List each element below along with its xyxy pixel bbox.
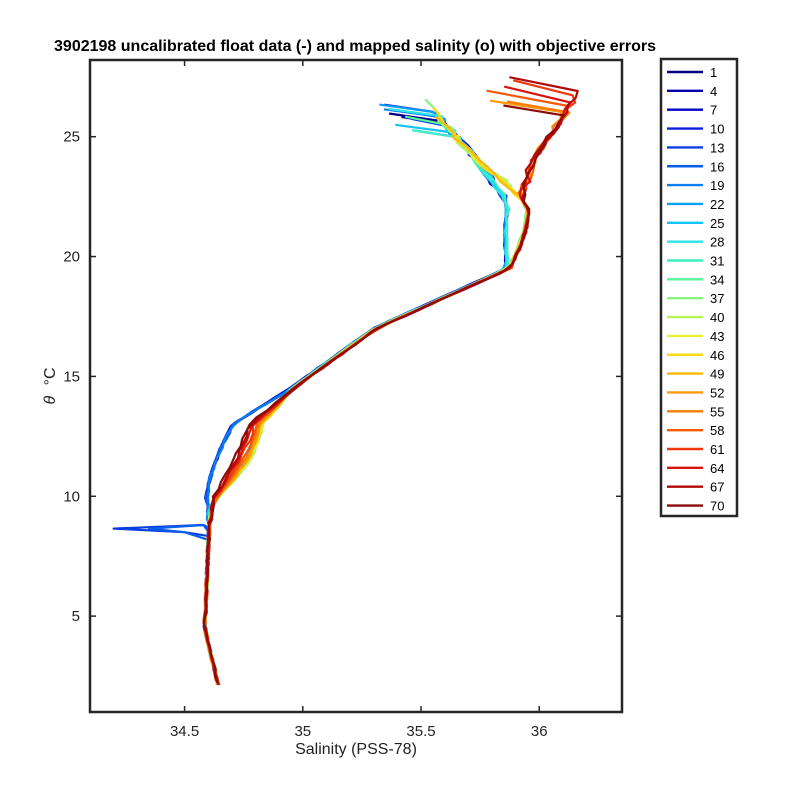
legend-label: 19: [710, 178, 724, 193]
legend-label: 1: [710, 65, 717, 80]
y-tick-label: 25: [63, 129, 80, 146]
legend-label: 40: [710, 310, 724, 325]
legend-label: 4: [710, 84, 717, 99]
y-axis-label-unit: °C: [42, 367, 59, 385]
svg-text:θ °C: θ °C: [42, 367, 59, 404]
legend-label: 52: [710, 385, 724, 400]
legend-label: 13: [710, 140, 724, 155]
chart-title: 3902198 uncalibrated float data (-) and …: [54, 38, 656, 55]
legend: 1 4 7 10 13 16 19 22 25 28 31 34 37 40 43 46 49 52 55 58 61 6…: [659, 57, 739, 518]
y-axis-label-symbol: θ: [42, 396, 59, 405]
x-axis-label: Salinity (PSS-78): [295, 741, 417, 758]
plot-frame: [88, 58, 624, 714]
legend-label: 55: [710, 404, 724, 419]
y-axis-ticks: 5 10 15 20 25: [63, 129, 622, 625]
legend-label: 43: [710, 329, 724, 344]
legend-label: 64: [710, 461, 724, 476]
x-tick-label: 34.5: [170, 723, 199, 740]
legend-label: 28: [710, 235, 724, 250]
legend-label: 31: [710, 254, 724, 269]
y-tick-label: 20: [63, 249, 80, 266]
legend-label: 16: [710, 159, 724, 174]
legend-label: 61: [710, 442, 724, 457]
legend-label: 37: [710, 291, 724, 306]
y-tick-label: 5: [72, 608, 80, 625]
legend-label: 70: [710, 499, 724, 514]
x-axis-ticks: 34.5 35 35.5 36: [170, 60, 548, 740]
legend-label: 46: [710, 348, 724, 363]
x-tick-label: 35: [294, 723, 311, 740]
series-layer: [112, 76, 579, 686]
x-tick-label: 36: [531, 723, 548, 740]
legend-label: 10: [710, 122, 724, 137]
legend-box: [659, 57, 739, 518]
legend-label: 7: [710, 103, 717, 118]
y-tick-label: 10: [63, 488, 80, 505]
plot-area: 34.5 35 35.5 36 5 10 15 20 25: [63, 58, 624, 740]
legend-label: 22: [710, 197, 724, 212]
x-tick-label: 35.5: [406, 723, 435, 740]
y-axis-label: θ °C: [42, 367, 59, 404]
y-tick-label: 15: [63, 368, 80, 385]
legend-label: 49: [710, 367, 724, 382]
legend-label: 67: [710, 480, 724, 495]
legend-entries: 1 4 7 10 13 16 19 22 25 28 31 34 37 40 43 46 49 52 55 58 61 6…: [667, 65, 724, 514]
series-line-70: [202, 104, 565, 684]
legend-label: 25: [710, 216, 724, 231]
legend-label: 34: [710, 272, 724, 287]
legend-label: 58: [710, 423, 724, 438]
